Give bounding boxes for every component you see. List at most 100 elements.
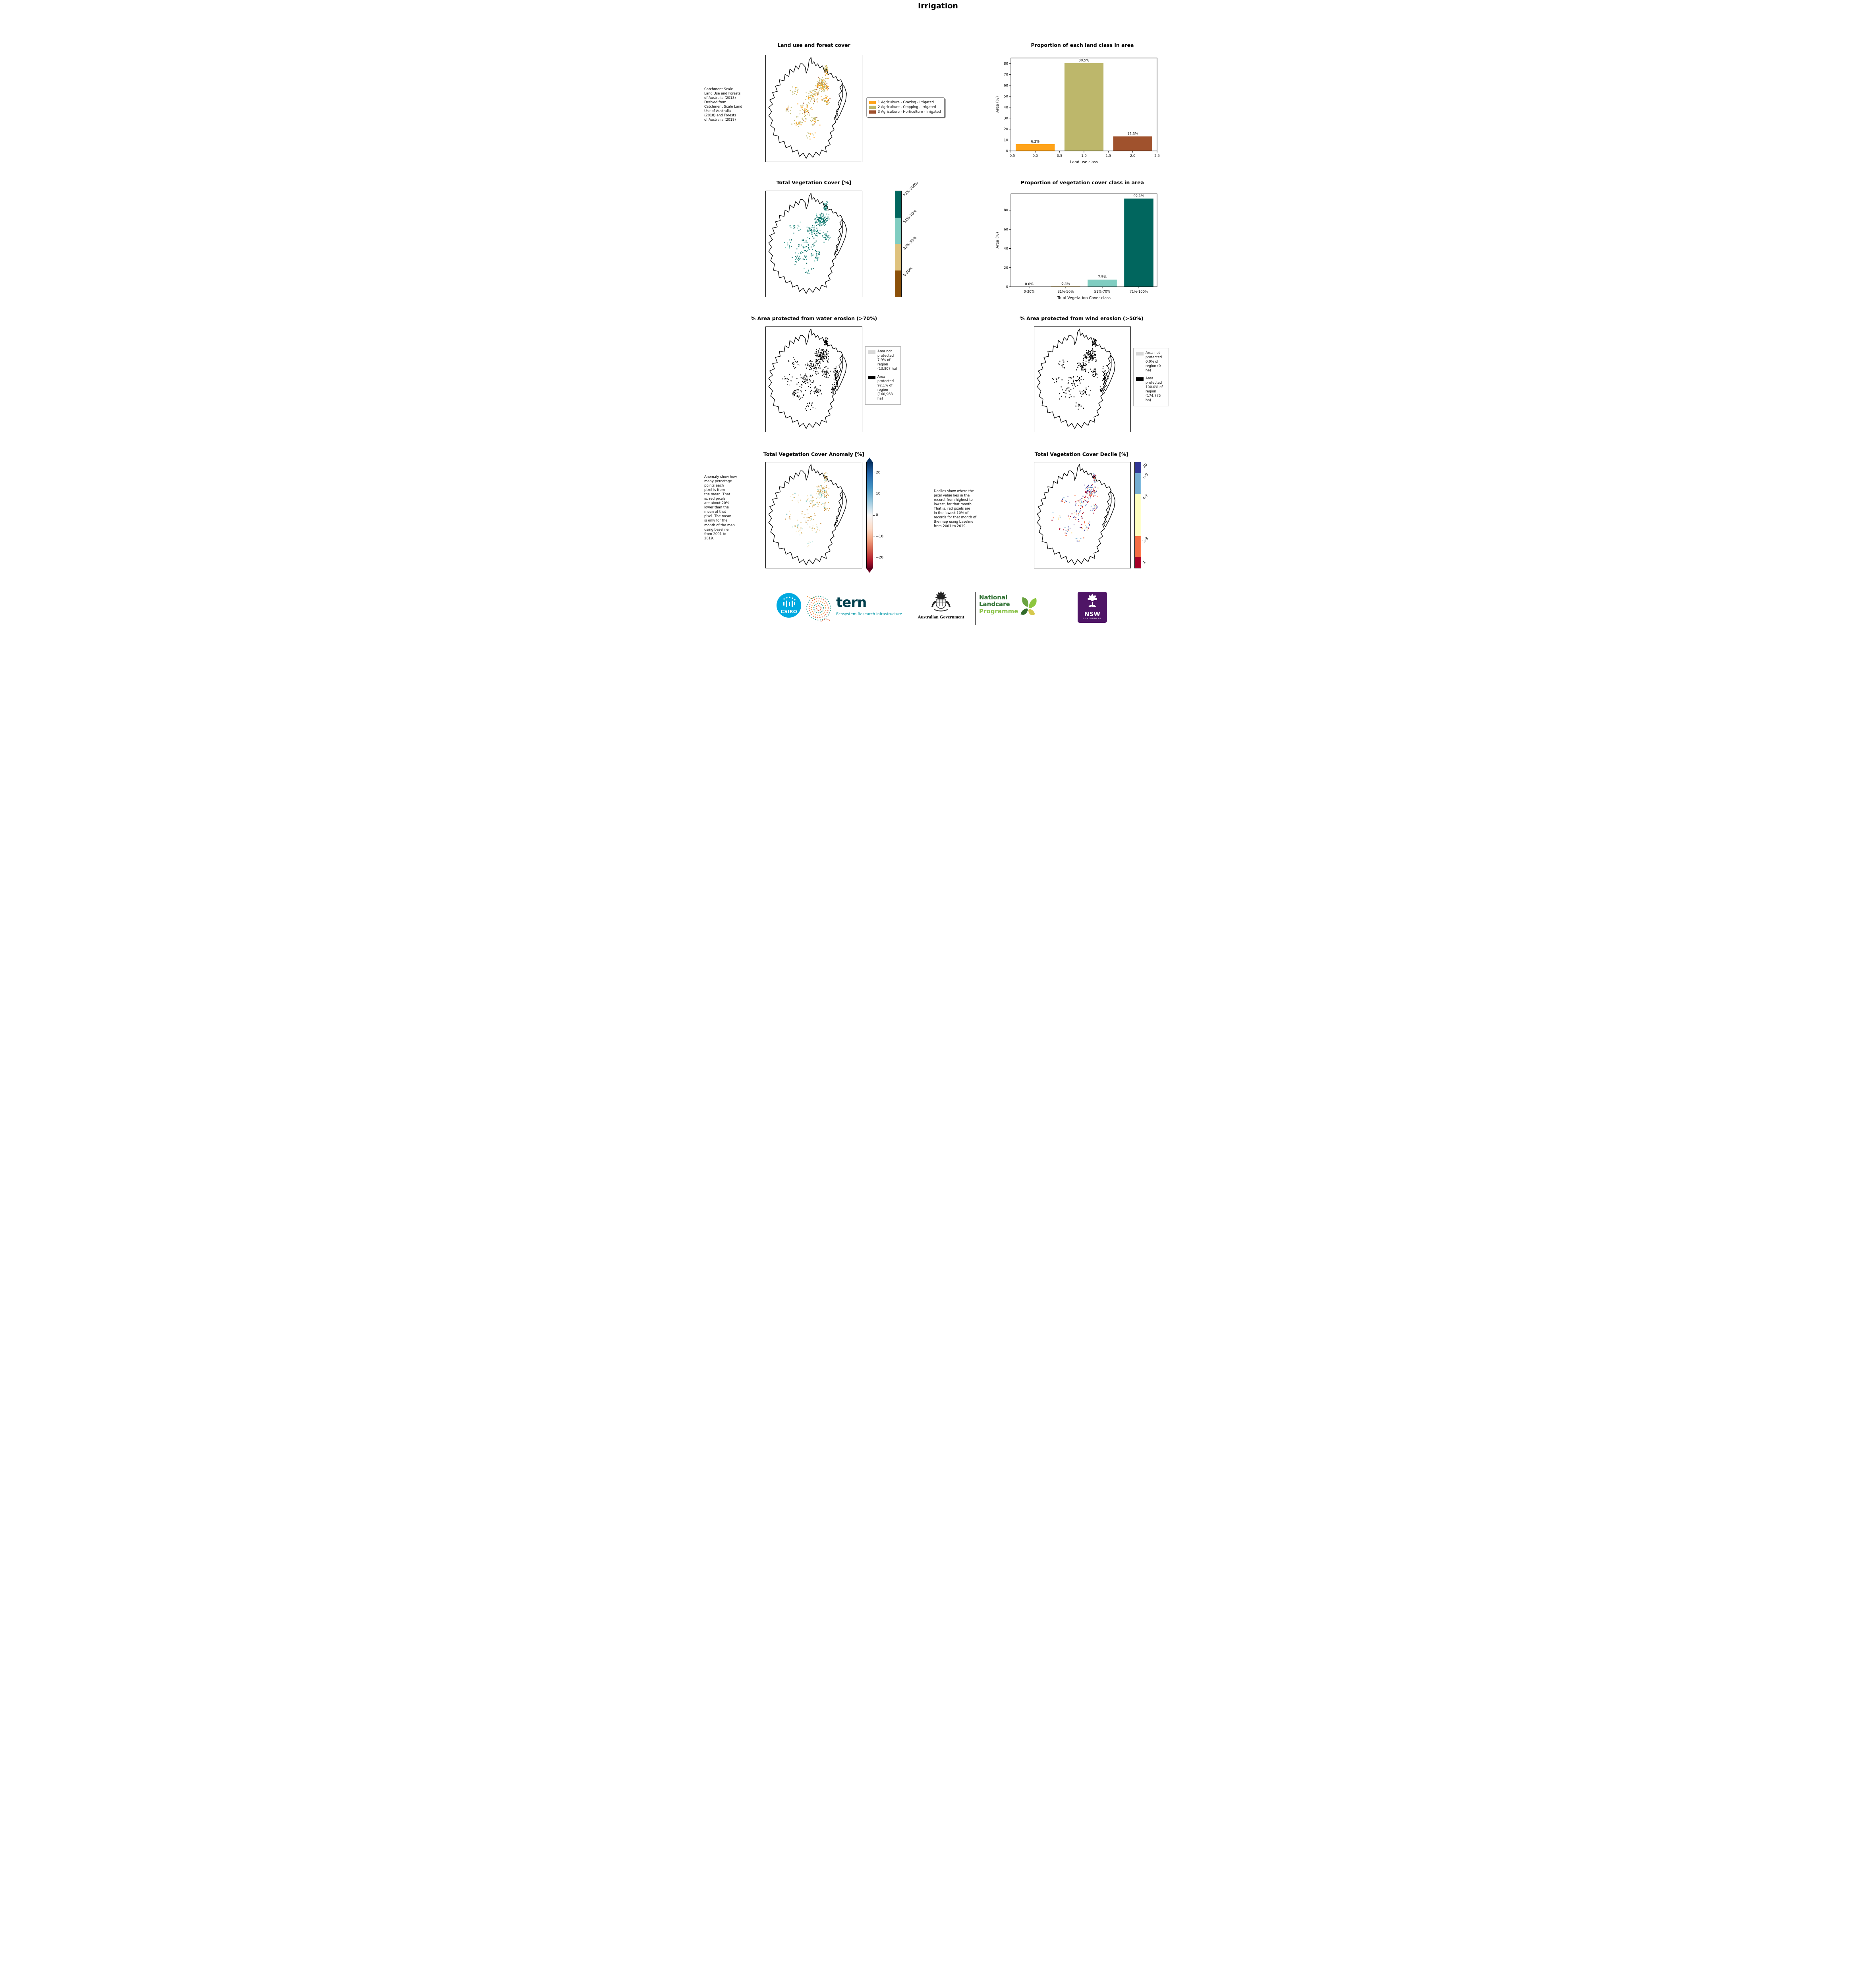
veg-class-bar-chart: 0.0% 0.4% 7.5% 92.1% 0 20 40 60 80 0-30% 31%-50% 51… xyxy=(993,182,1162,304)
page-title: Irrigation xyxy=(918,2,958,10)
legend-swatch xyxy=(1136,352,1144,355)
svg-text:80.5%: 80.5% xyxy=(1078,58,1089,62)
svg-text:31%-50%: 31%-50% xyxy=(1058,290,1074,294)
anomaly-map-title: Total Vegetation Cover Anomaly [%] xyxy=(763,451,865,457)
svg-text:51%-70%: 51%-70% xyxy=(1094,290,1111,294)
tern-logo: tern Ecosystem Research Infrastructure xyxy=(836,596,902,616)
svg-text:40: 40 xyxy=(1004,247,1008,251)
svg-text:Total Vegetation Cover class: Total Vegetation Cover class xyxy=(1057,296,1111,300)
land-class-chart-title: Proportion of each land class in area xyxy=(1031,42,1134,48)
australian-government-wordmark: Australian Government xyxy=(918,615,964,620)
svg-text:1.0: 1.0 xyxy=(1081,154,1087,158)
anomaly-note: Anomaly show how many percetage points e… xyxy=(704,475,737,541)
veg-cover-map-title: Total Vegetation Cover [%] xyxy=(776,180,852,185)
landcare-word-landcare: Landcare xyxy=(979,601,1010,608)
legend-item-horticulture: 3 Agriculture - Horticulture - Irrigated xyxy=(869,110,941,114)
svg-text:80: 80 xyxy=(1004,209,1008,213)
legend-item-protected: Area protected 100.0% of region (174,775… xyxy=(1136,377,1166,403)
legend-swatch xyxy=(869,110,876,114)
svg-text:20: 20 xyxy=(1004,128,1008,131)
decile-map-title: Total Vegetation Cover Decile [%] xyxy=(1034,451,1129,457)
legend-item-grazing: 1 Agriculture - Grazing - Irrigated xyxy=(869,100,941,104)
land-class-bar-chart: 6.2% 80.5% 13.3% 0 10 20 30 40 50 60 70 80 −0.5 0.0 0.… xyxy=(993,46,1162,168)
nsw-government-logo: NSW GOVERNMENT xyxy=(1078,592,1107,623)
land-use-source-note: Catchment Scale Land Use and Forests of … xyxy=(704,87,742,122)
landcare-word-programme: Programme xyxy=(979,607,1018,615)
svg-text:92.1%: 92.1% xyxy=(1133,194,1144,198)
tern-wordmark: tern xyxy=(836,595,867,610)
irrigation-report-page: Irrigation Land use and forest cover Cat… xyxy=(703,0,1173,628)
svg-text:2.5: 2.5 xyxy=(1154,154,1160,158)
australian-government-crest xyxy=(930,590,952,615)
svg-text:0.4%: 0.4% xyxy=(1061,282,1070,286)
aboriginal-artwork xyxy=(805,593,832,625)
legend-item-not-protected: Area not protected 7.9% of region (13,80… xyxy=(868,350,898,371)
svg-text:50: 50 xyxy=(1004,95,1008,99)
veg-cover-colorbar: 71%-100% 51%-70% 31%-50% 0-30% xyxy=(895,181,919,297)
leaves-icon xyxy=(1020,597,1037,615)
svg-text:30: 30 xyxy=(1004,116,1008,120)
veg-cover-map xyxy=(765,191,862,297)
svg-text:40: 40 xyxy=(1004,106,1008,110)
svg-text:60: 60 xyxy=(1004,228,1008,232)
svg-text:0: 0 xyxy=(1006,285,1008,289)
decile-note: Deciles show where the pixel value lies … xyxy=(934,489,977,529)
water-erosion-legend: Area not protected 7.9% of region (13,80… xyxy=(865,346,901,405)
legend-swatch xyxy=(1136,377,1144,381)
svg-text:−0.5: −0.5 xyxy=(1007,154,1015,158)
svg-text:80: 80 xyxy=(1004,62,1008,66)
csiro-logo: CSIRO xyxy=(776,593,802,623)
tern-tagline: Ecosystem Research Infrastructure xyxy=(836,612,902,616)
nsw-government-label: GOVERNMENT xyxy=(1083,618,1102,620)
colorbar-extend-top xyxy=(866,458,873,462)
svg-text:0.0: 0.0 xyxy=(1033,154,1038,158)
aboriginal-artwork-svg xyxy=(806,595,831,622)
decile-colorbar: 10 8-9 4-7 2-3 1 xyxy=(1134,462,1149,568)
svg-text:13.3%: 13.3% xyxy=(1127,132,1138,136)
svg-text:0-30%: 0-30% xyxy=(1024,290,1034,294)
veg-class-chart-title: Proportion of vegetation cover class in … xyxy=(1020,180,1144,185)
svg-text:2.0: 2.0 xyxy=(1130,154,1136,158)
landcare-leaves xyxy=(1016,593,1039,621)
wind-erosion-title: % Area protected from wind erosion (>50%… xyxy=(1020,315,1144,321)
svg-text:10: 10 xyxy=(1004,138,1008,142)
svg-text:0: 0 xyxy=(1006,149,1008,153)
legend-swatch xyxy=(869,106,876,109)
colorbar-extend-bottom xyxy=(866,568,873,573)
svg-text:0.5: 0.5 xyxy=(1057,154,1063,158)
svg-text:20: 20 xyxy=(1004,266,1008,270)
legend-item-not-protected: Area not protected 0.0% of region (0 ha) xyxy=(1136,351,1166,373)
legend-item-cropping: 2 Agriculture - Cropping - Irrigated xyxy=(869,105,941,109)
nsw-wordmark: NSW xyxy=(1084,610,1100,618)
svg-text:60: 60 xyxy=(1004,84,1008,88)
land-use-map xyxy=(765,55,862,162)
land-use-map-title: Land use and forest cover xyxy=(777,42,850,48)
landcare-word-national: National xyxy=(979,594,1008,601)
legend-swatch xyxy=(868,376,875,380)
land-use-legend: 1 Agriculture - Grazing - Irrigated 2 Ag… xyxy=(866,97,945,117)
svg-text:0.0%: 0.0% xyxy=(1025,282,1034,286)
svg-text:70: 70 xyxy=(1004,73,1008,77)
footer-divider xyxy=(975,592,976,625)
svg-text:71%-100%: 71%-100% xyxy=(1130,290,1148,294)
waratah-icon xyxy=(1088,594,1097,607)
legend-swatch xyxy=(868,350,875,354)
svg-text:7.5%: 7.5% xyxy=(1098,275,1107,279)
svg-text:6.2%: 6.2% xyxy=(1031,140,1040,144)
wind-erosion-map xyxy=(1034,326,1131,432)
svg-text:CSIRO: CSIRO xyxy=(781,609,797,614)
water-erosion-title: % Area protected from water erosion (>70… xyxy=(750,315,877,321)
coat-of-arms-icon xyxy=(931,591,951,612)
legend-swatch xyxy=(869,101,876,104)
national-landcare-logo: National Landcare Programme xyxy=(979,594,1018,615)
decile-map xyxy=(1034,462,1131,568)
csiro-logo-svg: CSIRO xyxy=(777,593,801,618)
anomaly-gradient xyxy=(866,462,873,568)
svg-text:Area (%): Area (%) xyxy=(995,232,1000,248)
water-erosion-map xyxy=(765,326,862,432)
svg-text:Area (%): Area (%) xyxy=(995,96,1000,112)
wind-erosion-legend: Area not protected 0.0% of region (0 ha)… xyxy=(1133,348,1169,406)
anomaly-colorbar: 20 10 0 −10 −20 xyxy=(866,458,883,573)
svg-text:1.5: 1.5 xyxy=(1106,154,1111,158)
anomaly-map xyxy=(765,462,862,568)
